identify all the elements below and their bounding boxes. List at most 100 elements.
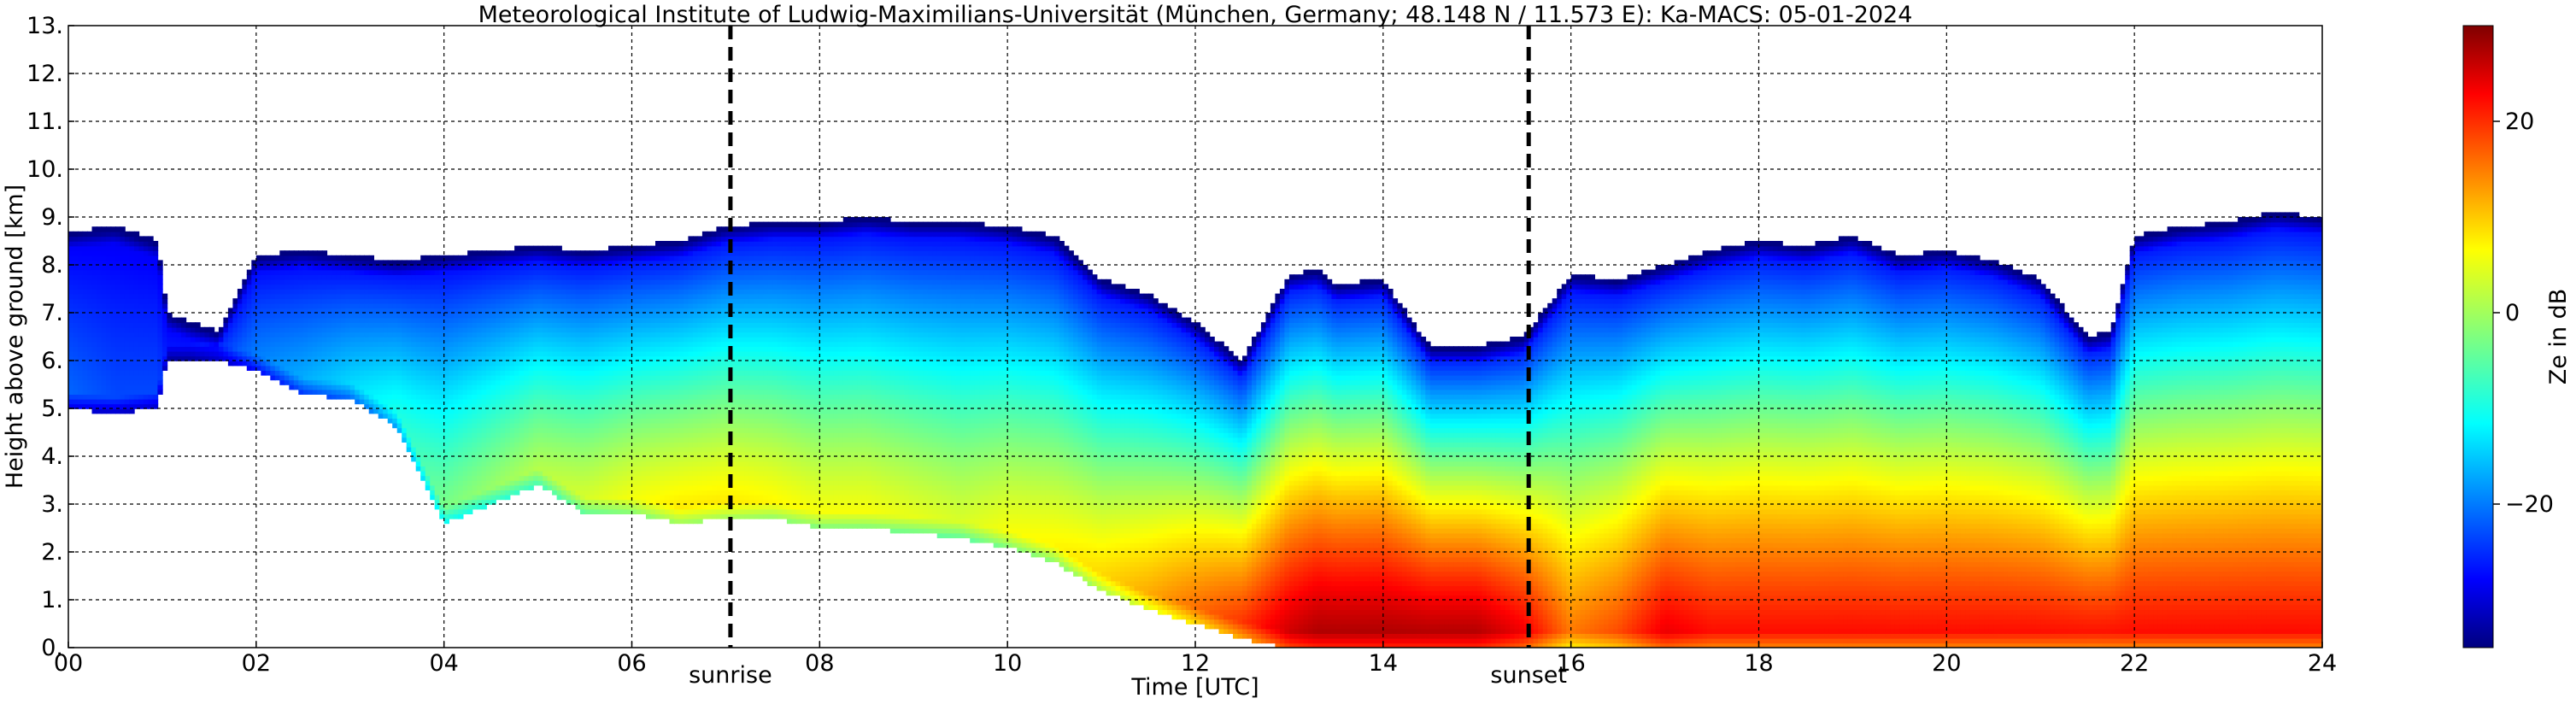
reflectivity-cell: [670, 490, 675, 495]
reflectivity-cell: [78, 250, 83, 255]
reflectivity-cell: [552, 274, 557, 279]
reflectivity-cell: [148, 265, 153, 270]
reflectivity-cell: [144, 346, 149, 351]
reflectivity-cell: [599, 331, 604, 337]
reflectivity-cell: [599, 461, 604, 466]
reflectivity-cell: [608, 294, 613, 299]
reflectivity-cell: [138, 394, 144, 399]
reflectivity-cell: [651, 513, 656, 519]
reflectivity-cell: [430, 279, 435, 285]
reflectivity-cell: [247, 289, 252, 294]
reflectivity-cell: [576, 318, 581, 323]
reflectivity-cell: [157, 390, 162, 395]
reflectivity-cell: [458, 471, 463, 476]
reflectivity-cell: [580, 255, 585, 261]
reflectivity-cell: [111, 366, 116, 371]
reflectivity-cell: [78, 274, 83, 279]
reflectivity-cell: [383, 399, 388, 404]
reflectivity-cell: [303, 250, 308, 255]
reflectivity-cell: [138, 361, 144, 366]
reflectivity-cell: [524, 270, 529, 275]
reflectivity-cell: [519, 279, 525, 285]
reflectivity-cell: [345, 298, 350, 303]
reflectivity-cell: [674, 423, 679, 428]
reflectivity-cell: [402, 346, 407, 351]
reflectivity-cell: [514, 375, 519, 380]
reflectivity-cell: [153, 379, 158, 384]
reflectivity-cell: [486, 270, 491, 275]
reflectivity-cell: [360, 366, 365, 371]
reflectivity-cell: [68, 327, 73, 332]
reflectivity-cell: [665, 331, 670, 337]
reflectivity-cell: [144, 298, 149, 303]
reflectivity-cell: [275, 303, 280, 308]
reflectivity-cell: [660, 490, 666, 495]
reflectivity-cell: [68, 313, 73, 318]
reflectivity-cell: [651, 318, 656, 323]
reflectivity-cell: [397, 298, 402, 303]
reflectivity-cell: [416, 375, 421, 380]
reflectivity-cell: [336, 379, 341, 384]
reflectivity-cell: [157, 270, 162, 275]
reflectivity-cell: [115, 399, 120, 404]
reflectivity-cell: [482, 475, 487, 480]
reflectivity-cell: [172, 318, 177, 323]
reflectivity-cell: [642, 370, 647, 375]
reflectivity-cell: [115, 274, 120, 279]
reflectivity-cell: [219, 331, 224, 337]
reflectivity-cell: [604, 437, 609, 443]
reflectivity-cell: [514, 289, 519, 294]
reflectivity-cell: [646, 279, 651, 285]
reflectivity-cell: [548, 466, 553, 471]
reflectivity-cell: [467, 394, 472, 399]
reflectivity-cell: [557, 274, 562, 279]
reflectivity-cell: [369, 274, 374, 279]
reflectivity-cell: [599, 418, 604, 423]
reflectivity-cell: [73, 337, 79, 342]
reflectivity-cell: [322, 361, 327, 366]
reflectivity-cell: [538, 250, 543, 255]
reflectivity-cell: [496, 480, 501, 485]
reflectivity-cell: [529, 394, 534, 399]
reflectivity-cell: [129, 408, 134, 414]
reflectivity-cell: [157, 327, 162, 332]
reflectivity-cell: [78, 379, 83, 384]
reflectivity-cell: [435, 361, 440, 366]
reflectivity-cell: [618, 298, 623, 303]
reflectivity-cell: [670, 322, 675, 327]
reflectivity-cell: [279, 375, 285, 380]
reflectivity-cell: [83, 274, 88, 279]
reflectivity-cell: [646, 375, 651, 380]
reflectivity-cell: [111, 408, 116, 414]
reflectivity-cell: [608, 485, 613, 490]
reflectivity-cell: [454, 279, 459, 285]
reflectivity-cell: [92, 232, 97, 237]
reflectivity-cell: [604, 279, 609, 285]
reflectivity-cell: [590, 466, 595, 471]
reflectivity-cell: [153, 390, 158, 395]
reflectivity-cell: [454, 384, 459, 390]
reflectivity-cell: [561, 480, 566, 485]
reflectivity-cell: [491, 274, 496, 279]
reflectivity-cell: [642, 246, 647, 251]
reflectivity-cell: [524, 394, 529, 399]
reflectivity-cell: [660, 375, 666, 380]
reflectivity-cell: [270, 327, 275, 332]
reflectivity-cell: [552, 490, 557, 495]
reflectivity-cell: [416, 313, 421, 318]
reflectivity-cell: [655, 250, 660, 255]
reflectivity-cell: [637, 418, 642, 423]
reflectivity-cell: [134, 370, 139, 375]
reflectivity-cell: [289, 265, 294, 270]
reflectivity-cell: [350, 265, 355, 270]
reflectivity-cell: [83, 384, 88, 390]
reflectivity-cell: [646, 370, 651, 375]
reflectivity-cell: [660, 361, 666, 366]
reflectivity-cell: [134, 255, 139, 261]
reflectivity-cell: [449, 342, 454, 347]
reflectivity-cell: [350, 279, 355, 285]
reflectivity-cell: [670, 294, 675, 299]
reflectivity-cell: [120, 327, 126, 332]
reflectivity-cell: [599, 414, 604, 419]
reflectivity-cell: [505, 495, 510, 500]
